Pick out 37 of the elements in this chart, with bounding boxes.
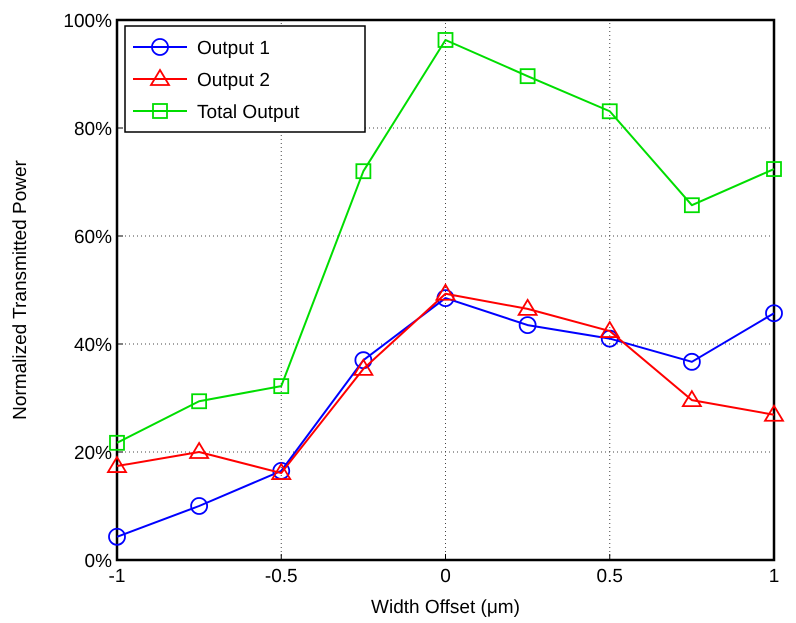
x-axis-title: Width Offset (μm) bbox=[371, 597, 520, 618]
point bbox=[684, 197, 700, 214]
legend-label: Output 1 bbox=[197, 38, 270, 59]
point bbox=[766, 161, 782, 177]
point bbox=[518, 316, 537, 334]
y-axis-title: Normalized Transmitted Power bbox=[10, 159, 31, 420]
point bbox=[764, 404, 784, 422]
point bbox=[436, 289, 454, 307]
y-tick-label: 80% bbox=[74, 119, 112, 140]
point bbox=[436, 284, 456, 301]
x-tick-label: -0.5 bbox=[264, 566, 298, 587]
point bbox=[682, 390, 702, 408]
y-tick-label: 20% bbox=[74, 443, 112, 464]
x-tick-label: 1 bbox=[768, 566, 780, 587]
point bbox=[190, 497, 208, 515]
point bbox=[355, 163, 372, 180]
y-tick-label: 40% bbox=[74, 335, 112, 356]
point bbox=[518, 299, 538, 316]
point bbox=[600, 321, 620, 338]
point bbox=[191, 393, 208, 410]
x-tick-label: 0.5 bbox=[596, 566, 623, 587]
point bbox=[108, 528, 126, 546]
point bbox=[600, 330, 619, 348]
point bbox=[353, 358, 374, 376]
point bbox=[273, 378, 290, 394]
y-tick-label: 60% bbox=[74, 227, 112, 248]
point bbox=[189, 442, 210, 459]
point bbox=[354, 351, 372, 370]
point bbox=[765, 304, 783, 322]
y-tick-label: 100% bbox=[63, 11, 112, 32]
point bbox=[438, 32, 454, 48]
point bbox=[682, 352, 701, 371]
legend-label: Output 2 bbox=[197, 70, 270, 91]
point bbox=[520, 68, 536, 84]
x-tick-label: 0 bbox=[440, 566, 451, 587]
legend-label: Total Output bbox=[197, 102, 300, 123]
point bbox=[602, 103, 618, 120]
